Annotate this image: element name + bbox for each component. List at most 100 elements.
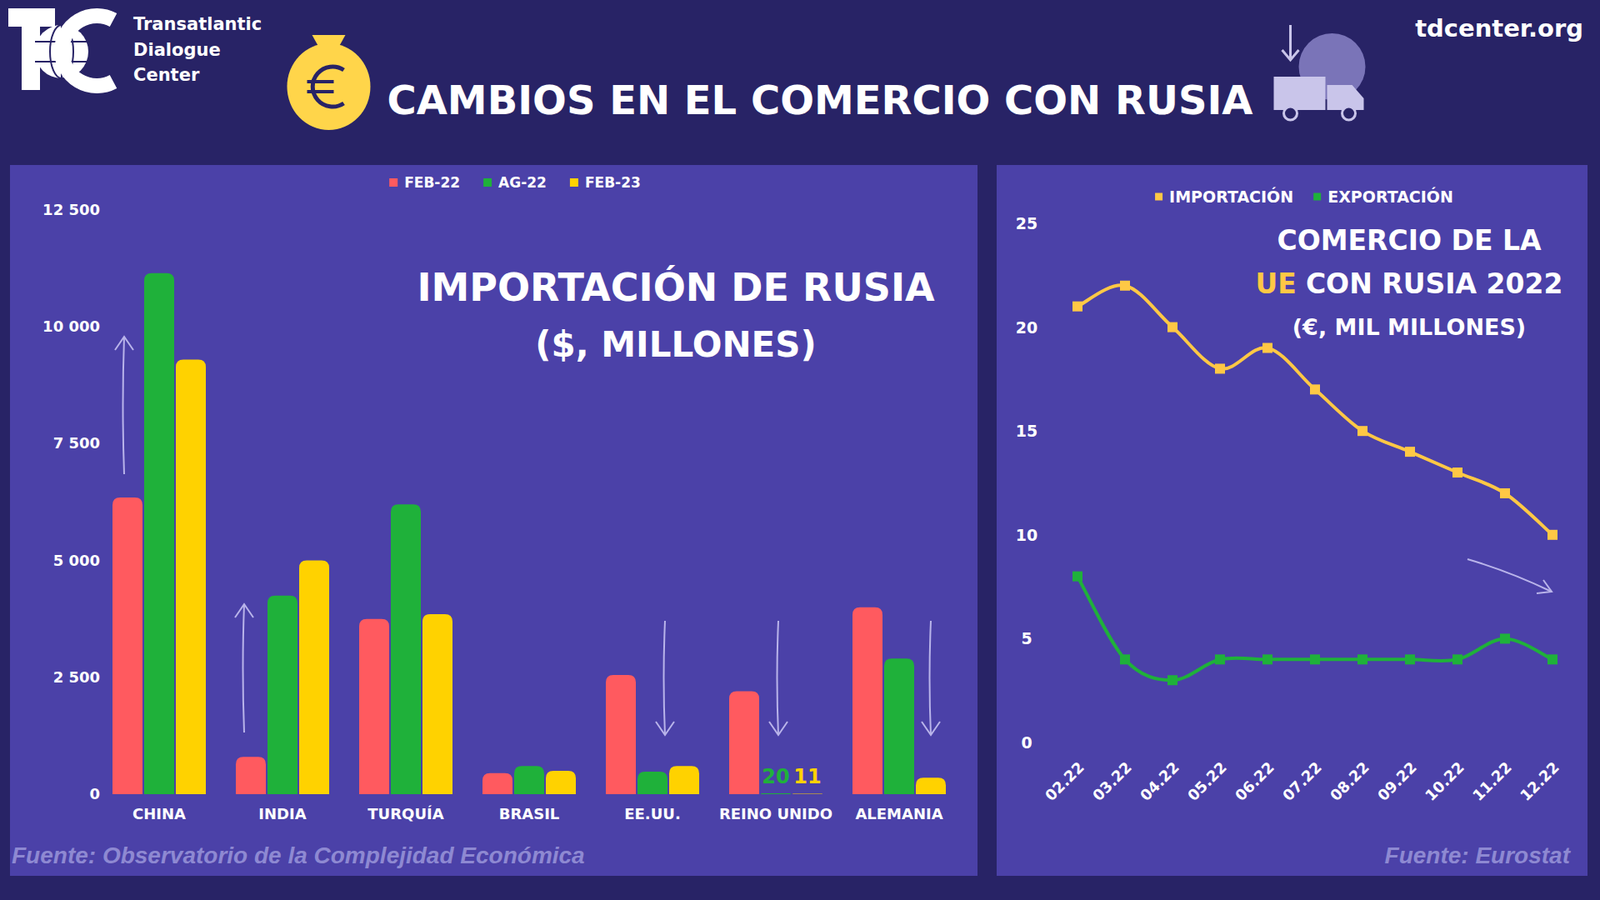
marker (1357, 654, 1368, 665)
bar (422, 614, 453, 795)
x-tick-label: 08.22 (1326, 758, 1373, 805)
chart-title: IMPORTACIÓN DE RUSIA (416, 265, 935, 310)
legend-item: AG-22 (483, 174, 547, 191)
stage: TransatlanticDialogueCentertdcenter.orgC… (0, 0, 1600, 900)
lines (1072, 280, 1558, 685)
marker (1357, 425, 1368, 436)
background (0, 0, 1600, 900)
icon-truck-box (1274, 76, 1326, 110)
marker (1262, 343, 1273, 354)
x-tick-label: EE.UU. (624, 805, 681, 823)
legend-label: IMPORTACIÓN (1169, 186, 1294, 206)
chart-title: COMERCIO DE LA (1276, 224, 1542, 257)
marker (1547, 654, 1558, 665)
x-tick-label: BRASIL (499, 805, 560, 823)
marker (1405, 654, 1415, 665)
legend-label: FEB-22 (404, 174, 460, 191)
marker (1072, 301, 1083, 312)
source: Fuente: Observatorio de la Complejidad E… (11, 842, 585, 869)
euro-bar (306, 90, 334, 94)
bar (760, 793, 791, 795)
org-name: Transatlantic (133, 14, 262, 35)
arrow-head (769, 721, 788, 735)
marker (1310, 384, 1320, 395)
bar (299, 560, 330, 795)
x-tick-label: 05.22 (1184, 758, 1230, 805)
marker (1167, 322, 1178, 333)
marker (1405, 446, 1415, 457)
y-tick-label: 0 (89, 785, 100, 803)
legend-item: FEB-23 (570, 174, 641, 191)
x-tick-label: 07.22 (1279, 758, 1325, 805)
icon-wheel (1342, 106, 1356, 120)
x-tick-label: INDIA (258, 805, 306, 823)
marker (1120, 654, 1130, 665)
y-tick-label: 10 000 (42, 317, 100, 335)
arrow-shaft (664, 620, 666, 735)
x-tick-label: 10.22 (1421, 758, 1468, 805)
legend: IMPORTACIÓN EXPORTACIÓN (1155, 186, 1454, 206)
arrow-head (655, 721, 675, 735)
legend-swatch (389, 178, 398, 187)
line (1077, 285, 1553, 535)
legend-item: EXPORTACIÓN (1313, 186, 1454, 206)
bar (637, 771, 668, 795)
marker (1500, 633, 1510, 644)
y-tick-label: 12 500 (42, 200, 100, 219)
main-title: CAMBIOS EN EL COMERCIO CON RUSIA (386, 76, 1253, 124)
marker (1215, 363, 1225, 374)
bar (729, 691, 760, 795)
annotation: 11 (793, 765, 821, 789)
marker (1452, 467, 1463, 478)
x-tick-label: 03.22 (1089, 758, 1135, 805)
x-tick-label: 12.22 (1516, 758, 1563, 805)
x-tick-label: TURQUÍA (367, 805, 444, 823)
marker (1452, 654, 1463, 665)
legend-label: EXPORTACIÓN (1327, 186, 1454, 206)
legend-label: FEB-23 (585, 174, 641, 191)
bar (669, 765, 700, 795)
marker (1215, 654, 1225, 665)
marker (1310, 654, 1320, 665)
x-tick-label: REINO UNIDO (719, 805, 833, 823)
chart-subtitle: ($, MILLONES) (535, 324, 816, 365)
marker (1500, 488, 1510, 499)
bar (267, 595, 298, 795)
legend-swatch (570, 178, 579, 187)
x-tick-label: 02.22 (1041, 758, 1088, 805)
trend-arrow (769, 620, 788, 735)
bar (852, 607, 883, 795)
arrow-head (115, 336, 134, 350)
euro-bar (306, 80, 334, 84)
chart-subtitle: (€, MIL MILLONES) (1292, 314, 1526, 340)
title-part: CON RUSIA 2022 (1305, 267, 1564, 300)
bar (915, 777, 946, 795)
legend-swatch (1313, 193, 1321, 201)
trend-arrow (115, 336, 134, 475)
marker (1547, 530, 1558, 540)
money-bag-icon (286, 35, 370, 130)
x-tick-label: 04.22 (1136, 758, 1183, 805)
annotation: 20 (761, 765, 790, 789)
marker (1072, 571, 1083, 582)
bag-body (286, 43, 370, 130)
legend-swatch (1155, 193, 1163, 201)
x-tick-label: 09.22 (1374, 758, 1420, 805)
x-tick-label: 11.22 (1469, 758, 1515, 805)
y-tick-label: 10 (1015, 525, 1038, 545)
bar (514, 765, 545, 795)
y-tick-label: 20 (1015, 318, 1038, 337)
y-tick-label: 7 500 (53, 434, 100, 452)
arrow-head (1536, 580, 1552, 594)
arrow-shaft (930, 620, 932, 735)
marker (1120, 280, 1130, 291)
bar (390, 504, 421, 795)
panel-right (996, 165, 1588, 876)
arrow-head (921, 721, 940, 735)
y-tick-label: 15 (1015, 421, 1038, 440)
marker (1262, 654, 1273, 665)
legend-swatch (483, 178, 492, 187)
bars (112, 273, 946, 795)
icon-arrow (1282, 25, 1300, 60)
bar (235, 756, 266, 795)
